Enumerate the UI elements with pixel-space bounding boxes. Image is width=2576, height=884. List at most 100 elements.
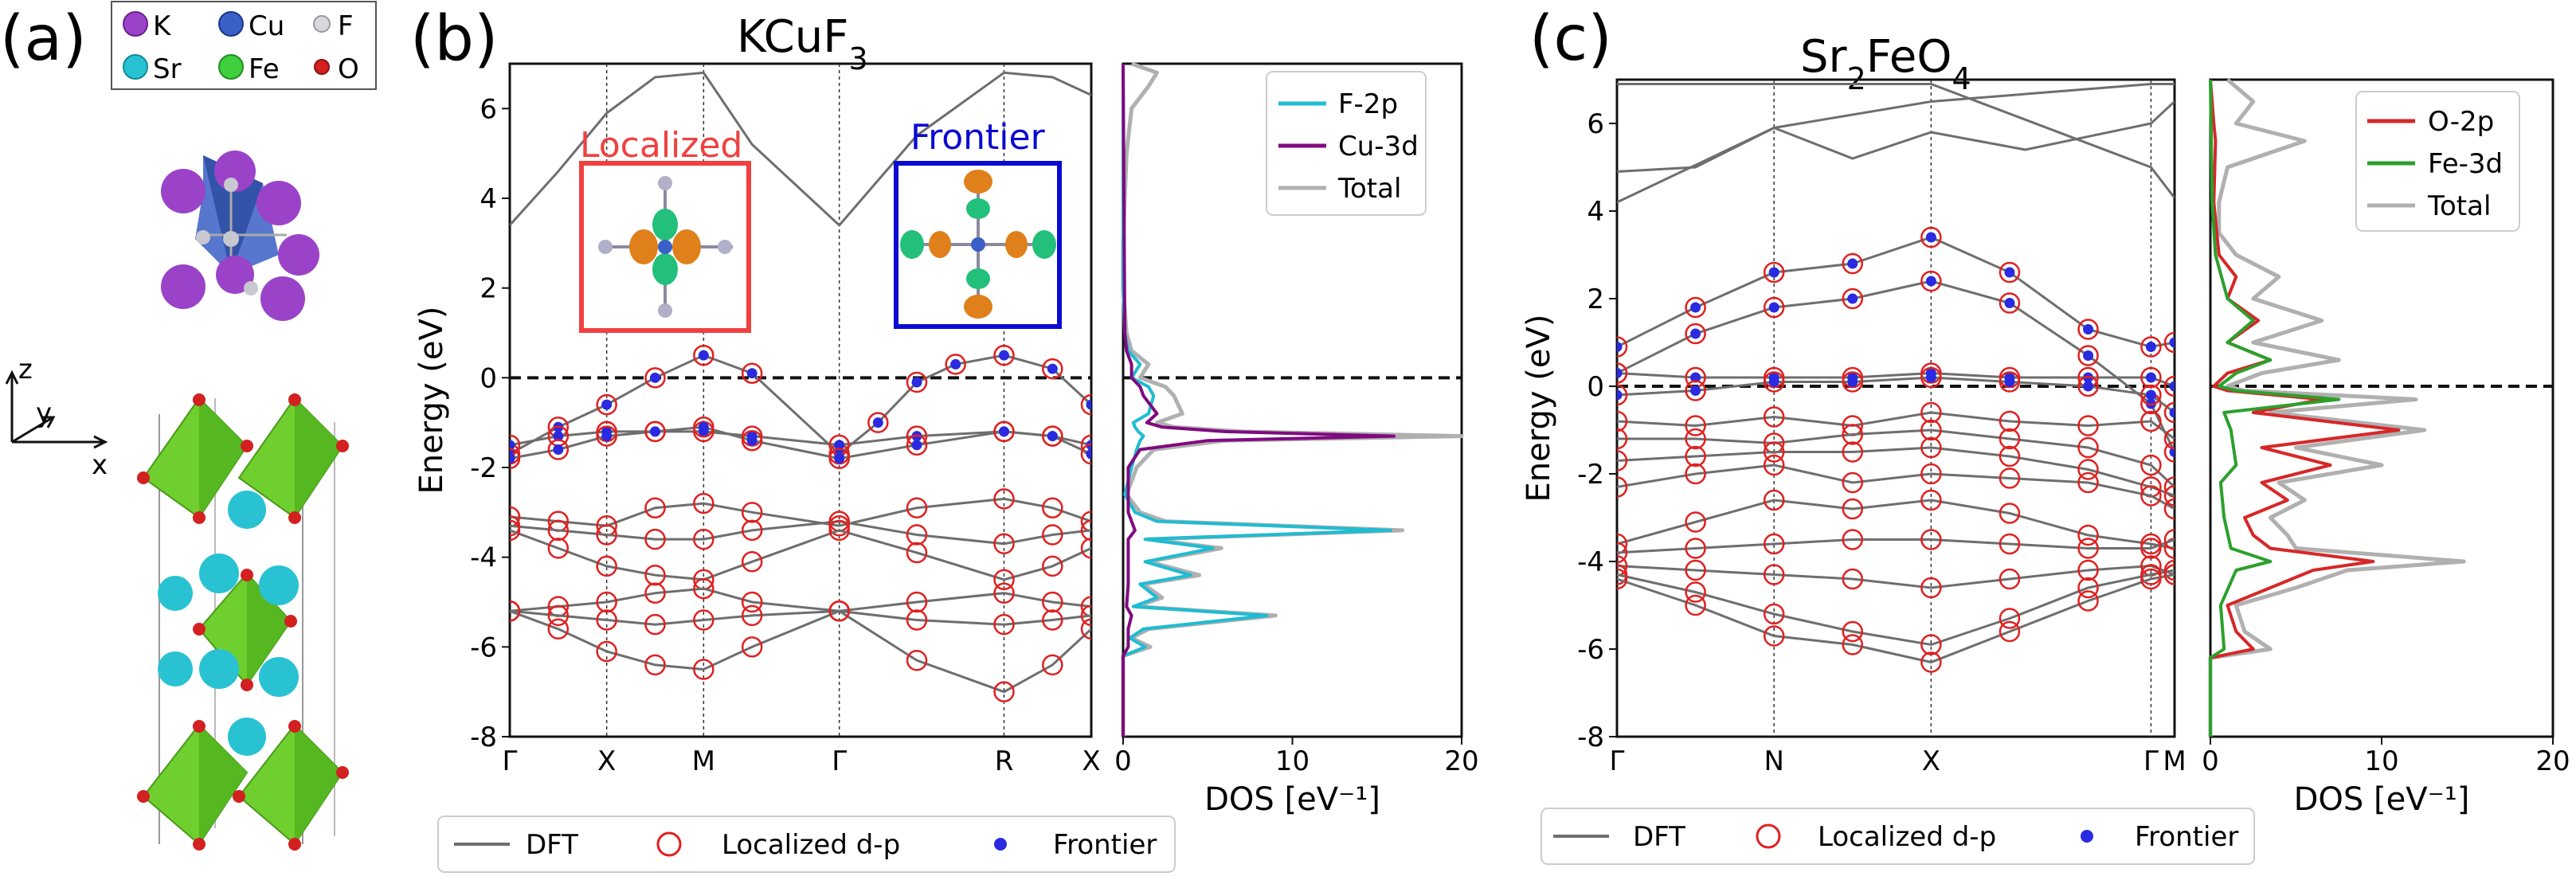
localized-marker bbox=[1920, 366, 1942, 389]
localized-marker bbox=[644, 613, 666, 636]
k-atom bbox=[260, 276, 305, 321]
legend-label-dft: DFT bbox=[1633, 821, 1685, 853]
localized-marker bbox=[1080, 596, 1091, 617]
localized-marker bbox=[1842, 371, 1864, 393]
sr-atom bbox=[158, 651, 193, 686]
localized-marker bbox=[945, 354, 966, 375]
dft-band-line bbox=[1617, 464, 2175, 510]
localized-marker bbox=[644, 420, 666, 443]
dft-band-line bbox=[1617, 411, 2175, 440]
frontier-marker bbox=[2169, 381, 2175, 392]
localized-marker bbox=[1763, 603, 1785, 625]
legend-label-frontier: Frontier bbox=[1053, 829, 1157, 861]
y-tick-label: 2 bbox=[480, 273, 497, 305]
localized-marker bbox=[1685, 581, 1706, 603]
localized-marker bbox=[741, 604, 763, 627]
frontier-marker bbox=[950, 358, 961, 370]
localized-marker bbox=[1842, 441, 1864, 463]
localized-marker bbox=[1920, 489, 1942, 511]
localized-marker bbox=[1920, 270, 1942, 292]
dos-line-f-2p bbox=[1122, 64, 1392, 737]
localized-marker bbox=[2163, 441, 2175, 463]
frontier-marker bbox=[1925, 276, 1936, 287]
localized-marker bbox=[1763, 261, 1785, 284]
localized-marker bbox=[906, 649, 928, 671]
k-atom-icon bbox=[123, 11, 148, 37]
localized-marker bbox=[644, 367, 666, 389]
localized-marker bbox=[1685, 296, 1706, 319]
localized-marker bbox=[1999, 371, 2021, 393]
frontier-marker bbox=[2083, 381, 2094, 392]
localized-marker bbox=[2077, 345, 2099, 366]
frontier-marker bbox=[2145, 389, 2156, 401]
localized-marker bbox=[2163, 529, 2175, 550]
dos-line-cu-3d bbox=[1122, 63, 1396, 737]
panel-label-a: (a) bbox=[0, 3, 87, 75]
localized-marker bbox=[596, 640, 617, 663]
localized-marker bbox=[1685, 463, 1706, 485]
localized-marker bbox=[1842, 252, 1864, 275]
localized-marker bbox=[2163, 476, 2175, 498]
localized-marker bbox=[1685, 511, 1706, 533]
orbital-lobe bbox=[629, 229, 658, 264]
localized-marker bbox=[1080, 393, 1091, 416]
k-atom bbox=[216, 256, 254, 294]
frontier-marker bbox=[1617, 389, 1623, 401]
localized-marker bbox=[2140, 384, 2162, 406]
sr-atom bbox=[228, 491, 266, 529]
localized-marker bbox=[993, 533, 1015, 555]
frontier-marker bbox=[1086, 399, 1091, 410]
frontier-marker bbox=[650, 426, 660, 437]
panel-label-c: (c) bbox=[1529, 3, 1612, 75]
localized-marker bbox=[644, 582, 666, 604]
legend-frame bbox=[1541, 808, 2255, 865]
localized-marker bbox=[2077, 459, 2099, 480]
kpoint-label: X bbox=[597, 745, 616, 777]
legend-label-f2p: F-2p bbox=[1338, 88, 1398, 120]
dos-legend-c: O-2p Fe-3d Total bbox=[2355, 91, 2520, 232]
dft-band-line bbox=[1617, 499, 2175, 550]
k-atom bbox=[256, 181, 301, 225]
localized-marker bbox=[547, 519, 570, 542]
o-atom-icon bbox=[314, 59, 330, 75]
localized-marker bbox=[1842, 620, 1864, 643]
frontier-marker bbox=[1617, 342, 1623, 352]
atom-legend-frame bbox=[111, 1, 377, 90]
localized-marker bbox=[1617, 362, 1628, 384]
legend-swatch-localized bbox=[1756, 823, 1781, 849]
localized-marker bbox=[1999, 620, 2021, 643]
localized-marker bbox=[2163, 375, 2175, 397]
localized-marker bbox=[510, 600, 521, 622]
legend-label-localized: Localized d-p bbox=[1818, 821, 1996, 853]
frontier-marker bbox=[1690, 385, 1701, 396]
localized-marker bbox=[1999, 410, 2021, 432]
dft-band-line bbox=[1617, 428, 2175, 488]
localized-marker bbox=[1617, 384, 1628, 406]
frontier-marker bbox=[510, 440, 515, 451]
dft-band-line bbox=[1617, 83, 2175, 199]
localized-marker bbox=[1999, 608, 2021, 629]
localized-marker bbox=[596, 425, 617, 447]
localized-marker bbox=[1685, 538, 1706, 559]
localized-marker bbox=[993, 488, 1015, 510]
orbital-lobe bbox=[964, 295, 992, 319]
frontier-marker bbox=[2145, 342, 2156, 352]
localized-marker bbox=[1080, 618, 1091, 640]
orbital-lobe bbox=[1032, 230, 1056, 259]
frontier-inset-label: Frontier bbox=[910, 117, 1046, 158]
localized-marker bbox=[828, 519, 850, 542]
frontier-marker bbox=[1847, 377, 1858, 387]
y-tick-label: 4 bbox=[1587, 196, 1604, 228]
localized-marker bbox=[2140, 410, 2162, 432]
x-tick-label: 10 bbox=[2364, 745, 2398, 777]
localized-marker bbox=[906, 497, 928, 518]
frontier-marker bbox=[1925, 232, 1936, 243]
localized-marker bbox=[1617, 542, 1628, 564]
orbital-lobe bbox=[964, 170, 992, 194]
localized-marker bbox=[1920, 634, 1942, 655]
localized-marker bbox=[1842, 529, 1864, 550]
frontier-marker bbox=[1925, 372, 1936, 383]
frontier-marker bbox=[2004, 377, 2015, 387]
